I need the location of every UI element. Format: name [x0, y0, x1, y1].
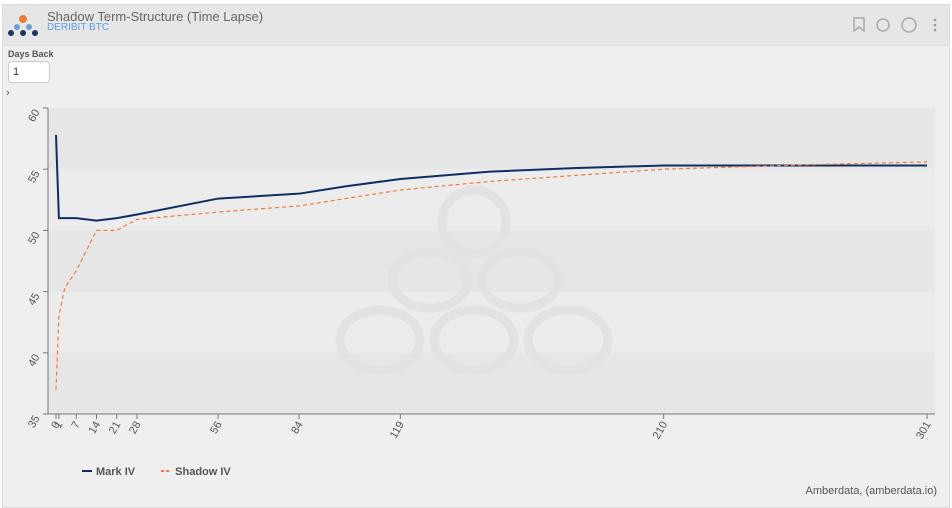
y-tick-label: 50 — [26, 230, 43, 247]
y-tick-label: 60 — [26, 108, 43, 125]
x-tick-label: 84 — [289, 420, 306, 437]
header-icons — [853, 17, 937, 33]
logo — [8, 15, 38, 36]
watermark — [335, 185, 613, 375]
bookmark-icon[interactable] — [853, 17, 865, 33]
expand-arrow[interactable]: › — [6, 87, 10, 99]
grid-band — [48, 352, 935, 414]
x-tick-label: 21 — [107, 420, 124, 437]
x-tick-label: 1 — [52, 420, 65, 431]
x-tick-label: 7 — [69, 420, 82, 431]
legend-label: Mark IV — [96, 466, 136, 478]
x-tick-label: 119 — [388, 420, 407, 441]
grid-band — [48, 108, 935, 170]
y-tick-label: 40 — [26, 352, 43, 369]
info-icon[interactable] — [901, 17, 917, 33]
widget-header: Shadow Term-Structure (Time Lapse) DERIB… — [3, 5, 949, 46]
x-tick-label: 14 — [87, 420, 104, 437]
series-line — [55, 161, 928, 390]
chart-subtitle: DERIBIT BTC — [47, 22, 110, 33]
x-tick-label: 301 — [914, 420, 934, 442]
x-tick-label: 28 — [127, 420, 144, 437]
refresh-icon[interactable] — [876, 18, 890, 32]
series-line — [55, 134, 927, 222]
credit: Amberdata, (amberdata.io) — [806, 485, 937, 497]
x-tick-label: 56 — [208, 420, 225, 437]
chart-title: Shadow Term-Structure (Time Lapse) — [47, 9, 264, 24]
y-tick-label: 55 — [26, 169, 43, 186]
y-tick-label: 45 — [26, 291, 43, 308]
menu-icon[interactable] — [933, 28, 937, 32]
x-tick-label: 0 — [49, 420, 62, 431]
days-back-input[interactable]: 1 — [8, 61, 50, 83]
y-tick-label: 35 — [26, 414, 43, 431]
x-tick-label: 210 — [651, 420, 671, 442]
control-label: Days Back — [8, 49, 54, 59]
legend-label: Shadow IV — [175, 466, 231, 478]
